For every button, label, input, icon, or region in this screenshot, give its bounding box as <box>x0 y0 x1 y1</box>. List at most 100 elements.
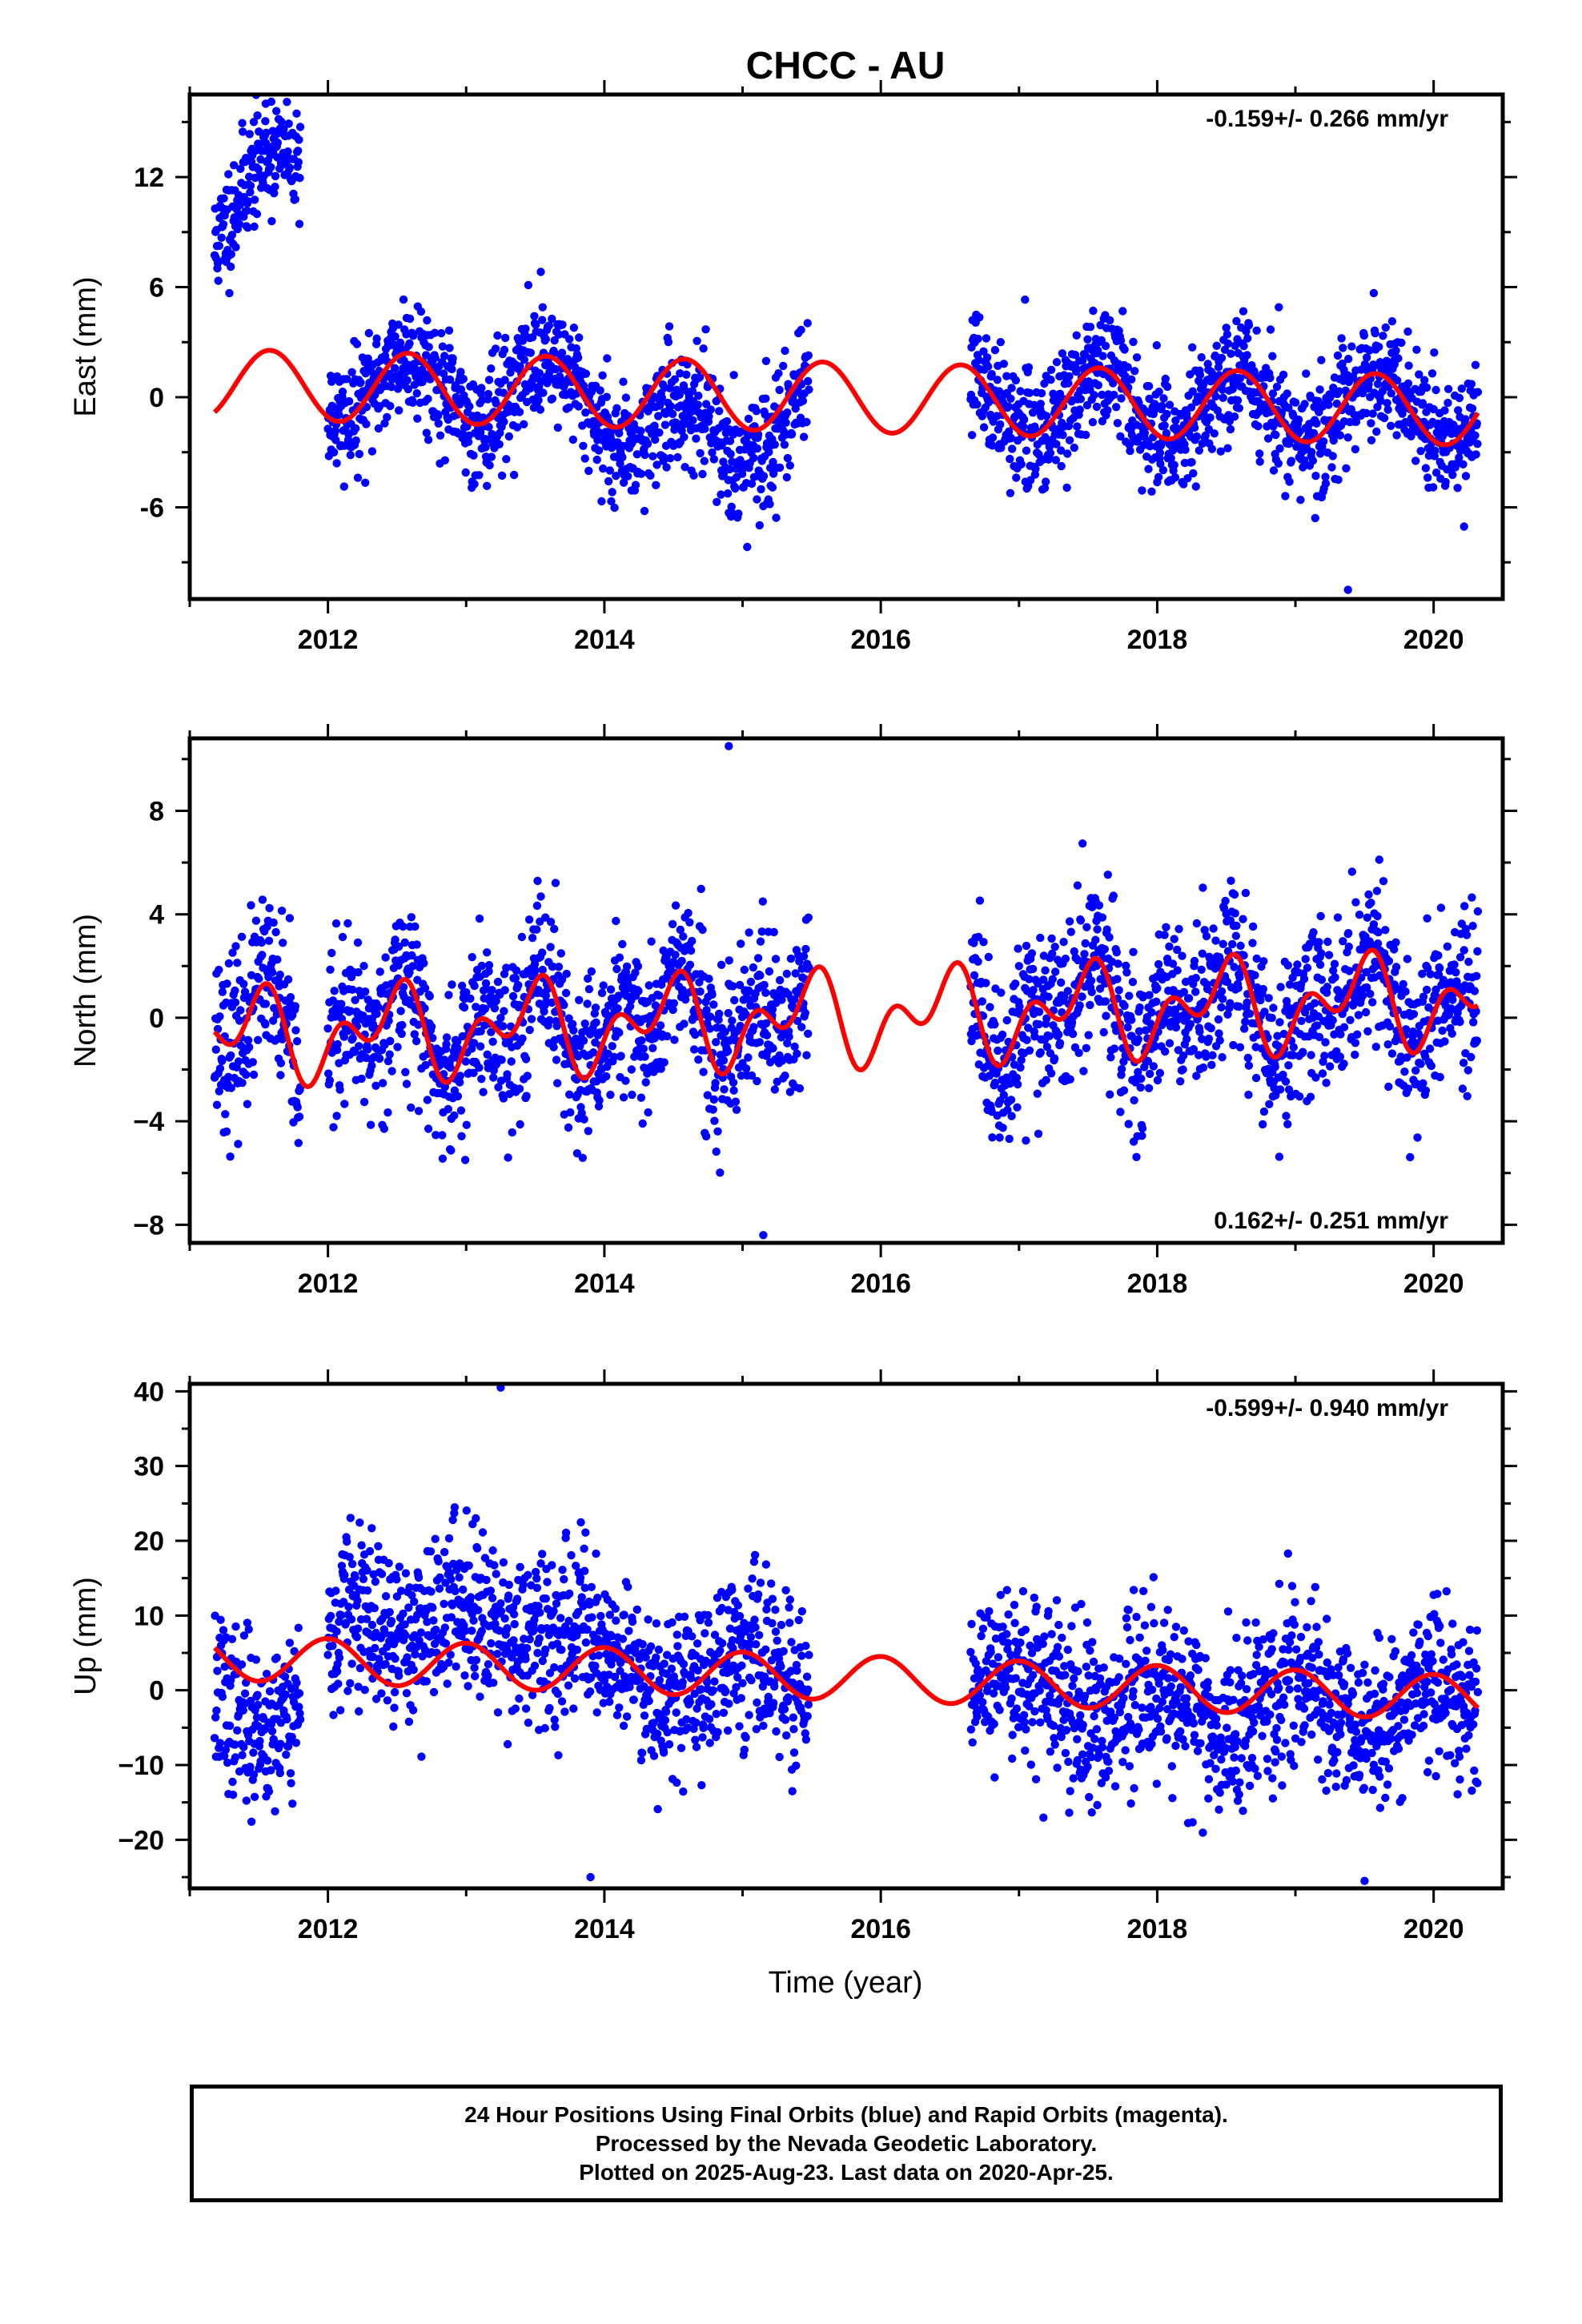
data-point <box>1070 443 1079 452</box>
data-point <box>1429 404 1438 414</box>
data-point <box>1450 960 1459 969</box>
data-point <box>532 320 540 329</box>
data-point <box>675 390 684 400</box>
y-tick-label: −8 <box>133 1210 164 1240</box>
data-point <box>340 1100 349 1108</box>
data-point <box>213 1667 222 1675</box>
data-point <box>731 484 740 493</box>
data-point <box>508 991 518 1001</box>
data-point <box>1245 1009 1255 1019</box>
data-point <box>215 1064 225 1073</box>
data-point <box>1462 931 1472 939</box>
data-point <box>329 448 339 456</box>
data-point <box>267 217 276 226</box>
data-point <box>515 408 524 416</box>
data-point <box>712 1038 721 1047</box>
data-point <box>1058 349 1067 358</box>
data-point <box>802 417 811 427</box>
data-point <box>694 392 703 400</box>
data-point <box>240 987 250 996</box>
data-point <box>1082 923 1091 932</box>
data-point <box>1150 1042 1159 1051</box>
data-point <box>640 506 649 516</box>
data-point <box>1339 344 1347 352</box>
data-point <box>494 1083 503 1092</box>
data-point <box>215 241 223 251</box>
data-point <box>231 1753 240 1762</box>
data-point <box>265 903 274 913</box>
data-point <box>1195 1051 1203 1059</box>
data-point <box>673 452 682 462</box>
data-point <box>711 1079 720 1088</box>
data-point <box>326 965 335 975</box>
data-point <box>1022 1035 1031 1044</box>
data-point <box>1400 1068 1409 1076</box>
data-point <box>1099 1027 1108 1037</box>
data-point <box>713 497 721 506</box>
data-point <box>1455 453 1464 462</box>
data-point <box>1116 336 1126 345</box>
data-point <box>285 163 295 172</box>
data-point <box>604 476 613 486</box>
data-point <box>713 1127 722 1136</box>
data-point <box>1271 430 1280 440</box>
data-point <box>1403 955 1412 963</box>
data-point <box>688 936 697 946</box>
data-point <box>264 936 274 946</box>
data-point <box>246 1763 255 1771</box>
data-point <box>1138 1132 1146 1140</box>
data-point <box>327 377 336 386</box>
data-point <box>1021 296 1030 304</box>
data-point <box>587 967 596 976</box>
data-point <box>1307 1051 1315 1059</box>
data-point <box>1243 1053 1253 1063</box>
data-point <box>1078 992 1086 1001</box>
data-point <box>228 948 237 957</box>
data-point <box>774 369 783 378</box>
data-point <box>500 345 509 355</box>
data-point <box>1013 1103 1022 1112</box>
data-point <box>1423 914 1431 923</box>
data-point <box>518 336 528 345</box>
data-point <box>1371 328 1379 338</box>
data-point <box>468 953 476 962</box>
data-point <box>335 410 343 420</box>
data-point <box>476 1027 485 1035</box>
data-point <box>234 1140 243 1148</box>
data-point <box>982 979 990 987</box>
data-point <box>367 1061 376 1071</box>
data-point <box>747 1071 757 1080</box>
data-point <box>1114 986 1123 995</box>
data-point <box>1345 967 1354 975</box>
data-point <box>709 1095 718 1104</box>
data-point <box>1202 931 1211 941</box>
data-point <box>1357 973 1366 982</box>
data-point <box>1324 951 1334 959</box>
data-point <box>575 333 584 342</box>
data-point <box>584 985 594 994</box>
data-point <box>1055 1039 1065 1047</box>
data-point <box>386 1036 395 1046</box>
data-point <box>351 424 360 433</box>
data-point <box>643 440 652 448</box>
data-point <box>248 1058 257 1067</box>
data-point <box>425 991 434 1001</box>
data-point <box>566 1108 575 1117</box>
data-point <box>524 915 534 924</box>
data-point <box>1232 316 1241 326</box>
data-point <box>1461 415 1470 424</box>
data-point <box>1403 327 1412 336</box>
data-point <box>282 1750 291 1759</box>
data-point <box>335 1617 343 1626</box>
data-point <box>760 980 769 990</box>
data-point <box>1306 1092 1315 1101</box>
data-point <box>1291 398 1300 407</box>
data-point <box>1440 1037 1449 1046</box>
data-point <box>1470 987 1480 995</box>
data-point <box>1063 987 1073 995</box>
data-point <box>1190 424 1199 432</box>
data-point <box>367 447 377 456</box>
data-point <box>1016 1063 1025 1072</box>
data-point <box>775 463 785 472</box>
data-point <box>725 956 733 965</box>
